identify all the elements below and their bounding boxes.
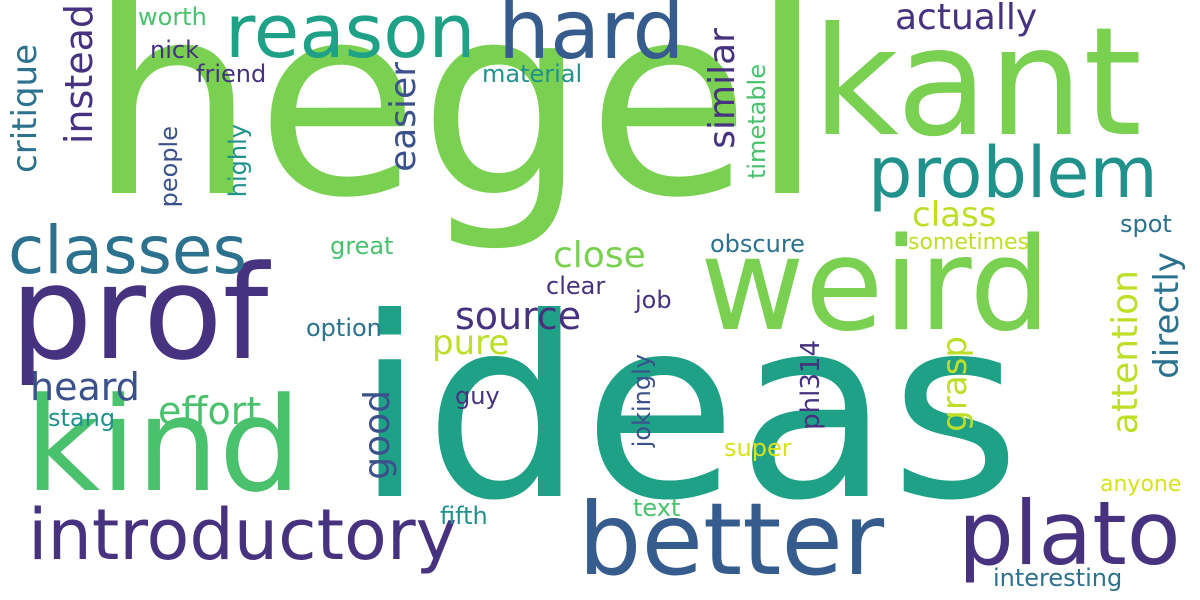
- word-critique: critique: [5, 44, 45, 173]
- word-anyone: anyone: [1100, 472, 1182, 497]
- word-material: material: [482, 60, 583, 88]
- word-close: close: [553, 235, 646, 276]
- word-attention: attention: [1105, 270, 1146, 435]
- word-text: text: [633, 494, 681, 522]
- word-actually: actually: [895, 0, 1038, 38]
- word-weird: weird: [700, 211, 1051, 360]
- word-plato: plato: [958, 482, 1181, 585]
- word-timetable: timetable: [743, 64, 771, 180]
- word-heard: heard: [30, 365, 140, 409]
- word-nick: nick: [150, 36, 199, 64]
- word-job: job: [635, 286, 672, 314]
- word-directly: directly: [1147, 252, 1187, 379]
- word-people: people: [155, 126, 183, 208]
- word-classes: classes: [8, 212, 247, 289]
- word-better: better: [578, 481, 885, 598]
- word-good: good: [357, 390, 398, 480]
- word-pure: pure: [432, 323, 510, 363]
- word-worth: worth: [138, 3, 207, 31]
- word-fifth: fifth: [440, 502, 488, 530]
- word-introductory: introductory: [28, 494, 458, 576]
- word-prof: prof: [10, 237, 269, 389]
- word-hegel: hegel: [88, 0, 824, 256]
- word-obscure: obscure: [710, 230, 805, 258]
- word-clear: clear: [546, 272, 606, 300]
- word-interesting: interesting: [993, 564, 1123, 592]
- word-highly: highly: [224, 124, 252, 198]
- word-instead: instead: [57, 4, 101, 145]
- word-option: option: [306, 314, 382, 342]
- word-ideas: ideas: [355, 264, 1021, 555]
- word-guy: guy: [455, 382, 500, 410]
- word-sometimes: sometimes: [908, 230, 1030, 255]
- word-class: class: [912, 195, 997, 235]
- word-effort: effort: [158, 389, 262, 433]
- word-source: source: [455, 294, 582, 338]
- word-great: great: [330, 232, 394, 260]
- word-kant: kant: [812, 0, 1143, 170]
- word-stang: stang: [48, 404, 116, 432]
- word-jokingly: jokingly: [628, 354, 656, 448]
- word-phl314: phl314: [796, 340, 826, 430]
- word-problem: problem: [868, 132, 1158, 214]
- word-super: super: [724, 434, 792, 462]
- word-grasp: grasp: [935, 336, 975, 432]
- word-hard: hard: [498, 0, 685, 78]
- word-similar: similar: [702, 28, 743, 149]
- word-kind: kind: [25, 369, 302, 521]
- word-easier: easier: [383, 62, 424, 172]
- word-spot: spot: [1120, 210, 1172, 238]
- word-reason: reason: [225, 0, 476, 75]
- word-friend: friend: [196, 60, 267, 88]
